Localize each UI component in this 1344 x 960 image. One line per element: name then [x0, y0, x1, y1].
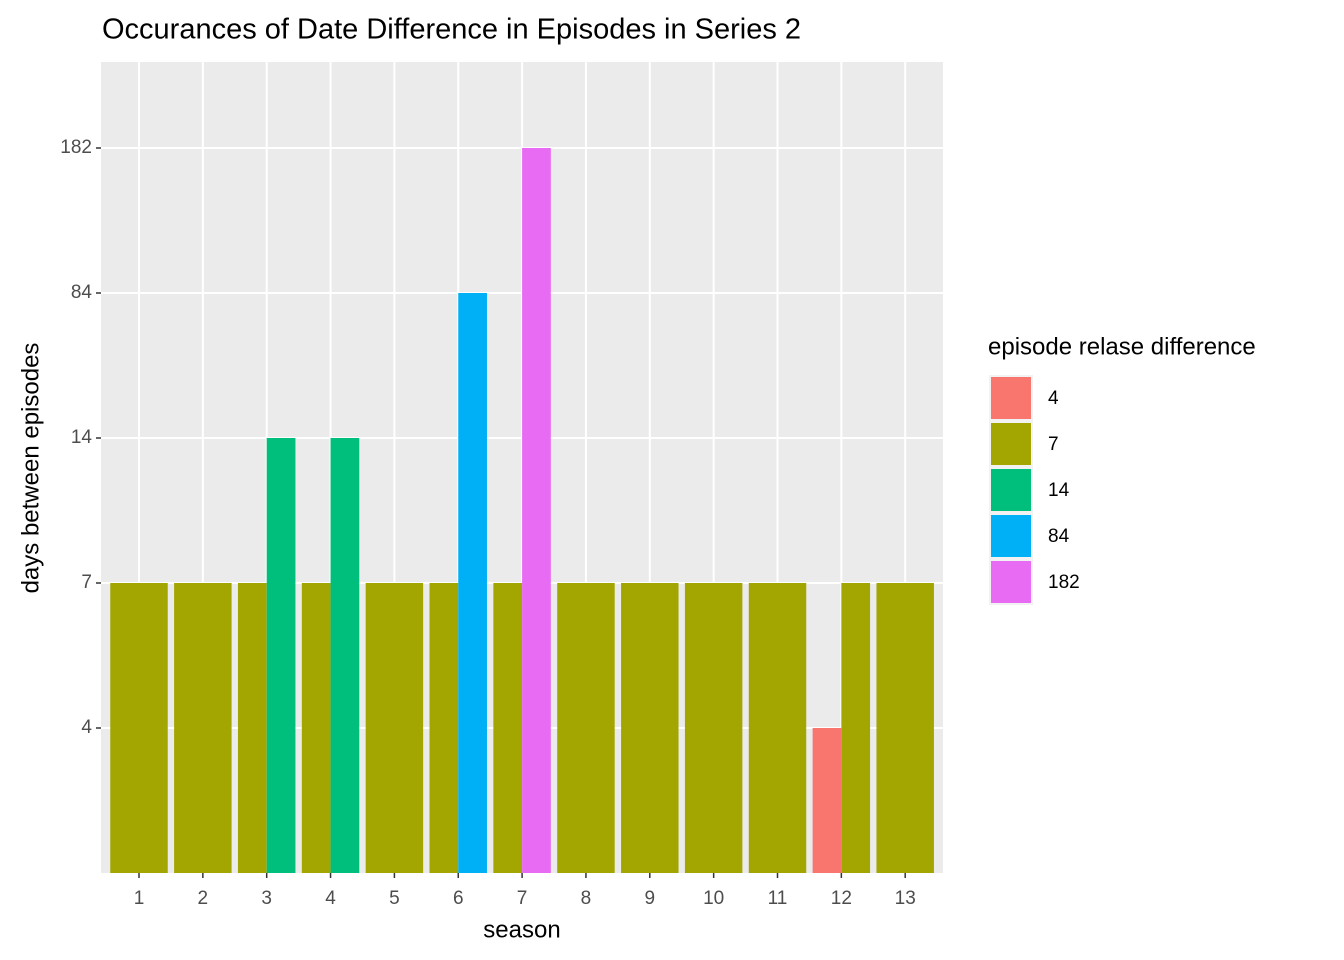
bar	[621, 583, 679, 873]
y-tick-label: 182	[60, 137, 92, 158]
x-tick-label: 7	[517, 888, 528, 909]
bar	[365, 583, 424, 873]
legend-key	[989, 467, 1033, 513]
bar	[748, 583, 807, 873]
x-tick-label: 13	[895, 888, 916, 909]
bar	[876, 583, 934, 873]
x-tick-label: 6	[453, 888, 464, 909]
x-tick-label: 11	[768, 888, 788, 909]
legend-label: 4	[1048, 388, 1059, 409]
x-tick-label: 3	[261, 888, 272, 909]
y-tick-label: 4	[81, 717, 92, 738]
x-tick-label: 10	[703, 888, 724, 909]
bar	[429, 583, 459, 873]
x-tick-label: 4	[325, 888, 336, 909]
legend-label: 14	[1048, 480, 1070, 501]
legend-label: 84	[1048, 526, 1070, 547]
x-tick-label: 8	[581, 888, 592, 909]
y-tick-label: 84	[71, 282, 93, 303]
bar	[237, 583, 267, 873]
x-tick-label: 5	[389, 888, 400, 909]
legend-title: episode relase difference	[988, 333, 1256, 360]
bar	[841, 583, 871, 873]
legend-key	[989, 559, 1033, 605]
bar	[110, 583, 168, 873]
bar	[174, 583, 232, 873]
legend-key	[989, 375, 1033, 421]
x-axis-title: season	[483, 916, 560, 943]
bar	[301, 583, 331, 873]
legend-key	[989, 513, 1033, 559]
x-tick-label: 12	[831, 888, 852, 909]
bar	[812, 728, 842, 873]
bar	[330, 438, 360, 873]
y-tick-label: 7	[81, 572, 92, 593]
y-axis-title: days between episodes	[17, 343, 44, 594]
bar	[522, 148, 551, 873]
bar	[458, 293, 487, 873]
bar	[557, 583, 615, 873]
legend-key	[989, 421, 1033, 467]
y-tick-label: 14	[71, 427, 93, 448]
x-tick-label: 9	[645, 888, 656, 909]
bar	[493, 583, 523, 873]
legend-label: 182	[1048, 572, 1080, 593]
x-tick-label: 2	[198, 888, 209, 909]
bar	[684, 583, 743, 873]
legend-label: 7	[1048, 434, 1059, 455]
chart-title: Occurances of Date Difference in Episode…	[102, 14, 801, 46]
bar	[266, 438, 296, 873]
x-tick-label: 1	[134, 888, 145, 909]
